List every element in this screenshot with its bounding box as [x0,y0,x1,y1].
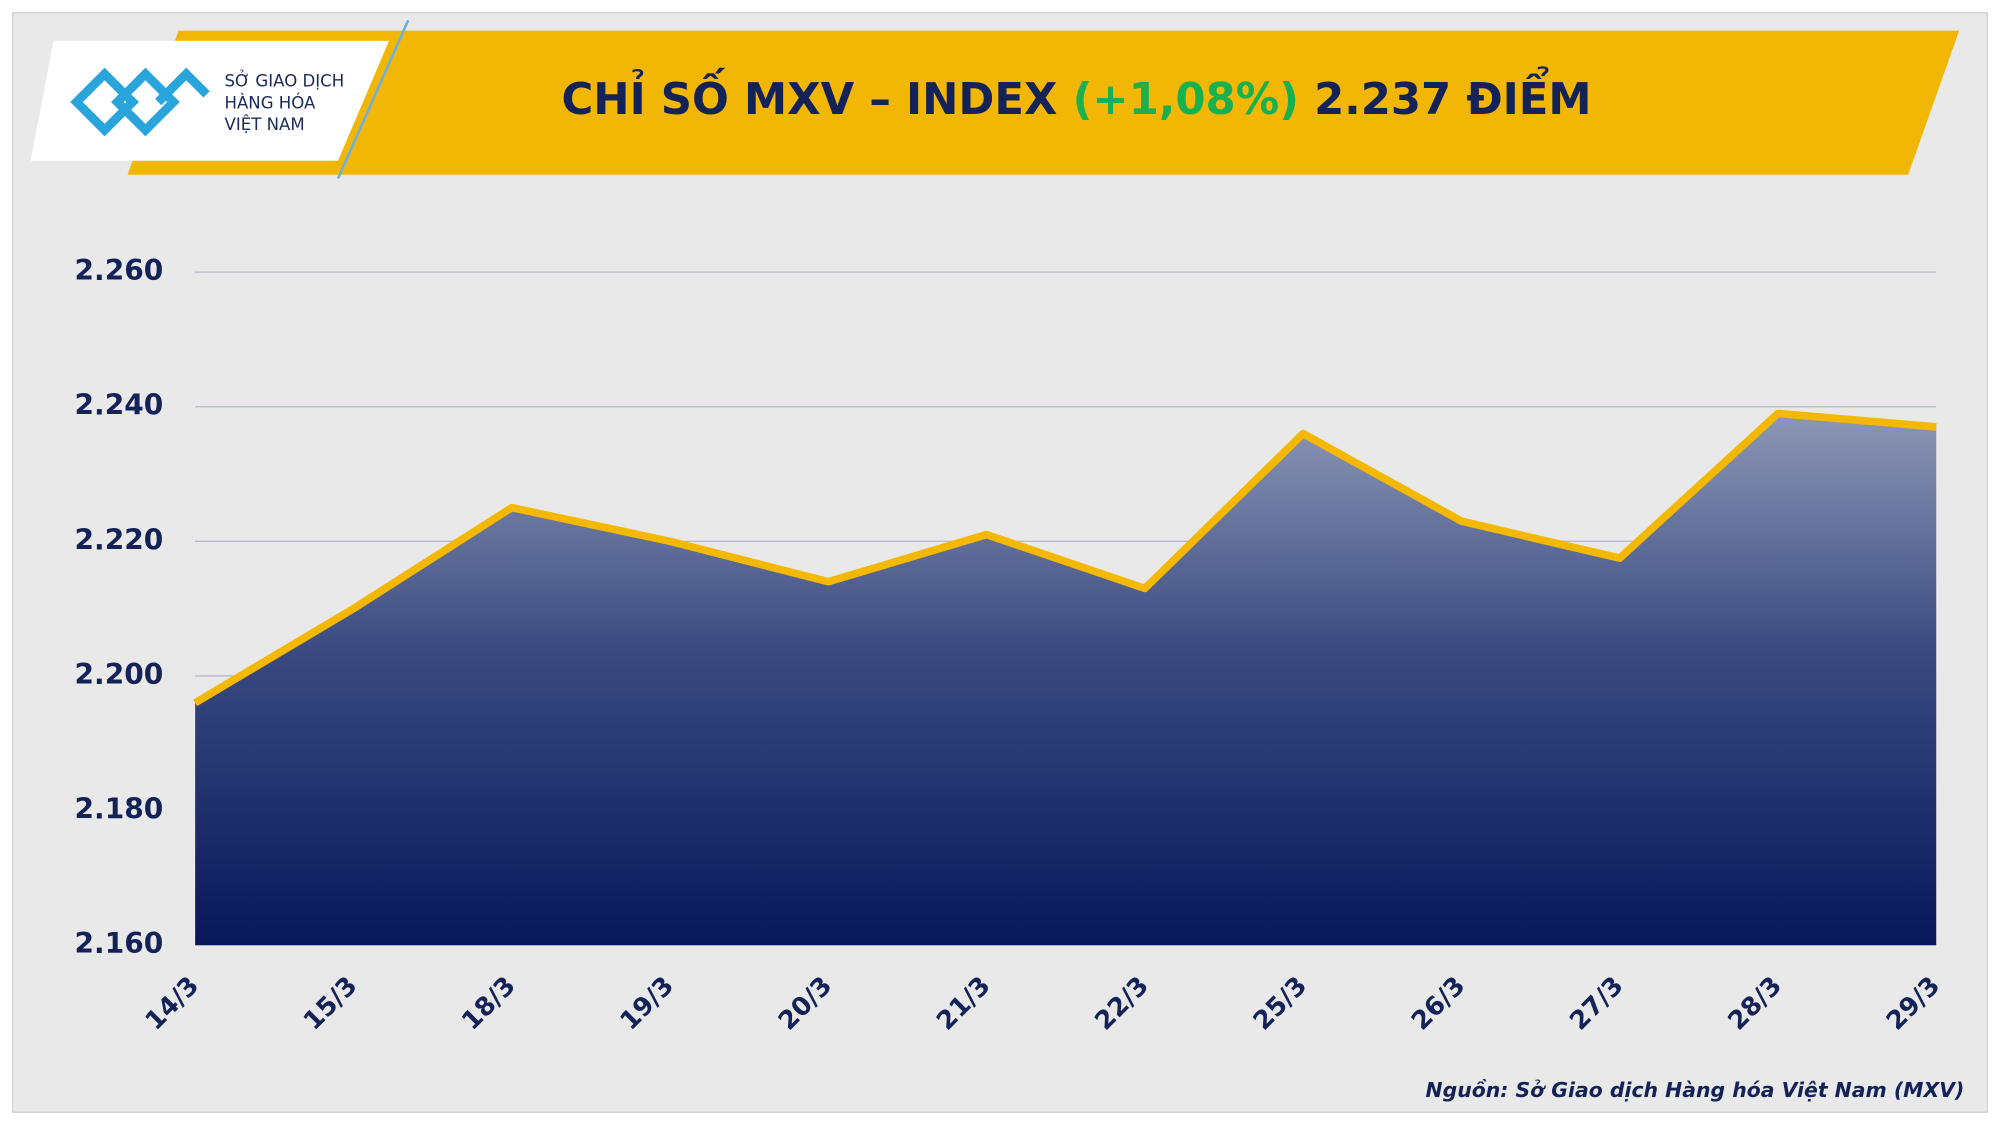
y-tick-label: 2.160 [75,927,164,960]
title-change: (+1,08%) [1073,75,1299,125]
title-banner [127,30,1960,175]
logo-mark [70,67,210,137]
logo-box [30,40,390,161]
logo-text: SỞ GIAO DỊCH [224,71,344,91]
title-value: 2.237 ĐIỂM [1314,67,1591,125]
logo-accent [336,19,410,180]
chart-title: CHỈ SỐ MXV – INDEX (+1,08%) 2.237 ĐIỂM [561,67,1591,125]
area [195,413,1937,946]
y-tick-label: 2.220 [75,523,164,556]
logo-text: VIỆT NAM [224,115,304,134]
y-tick-label: 2.200 [75,658,164,691]
line [193,409,1937,707]
source: Nguồn: Sở Giao dịch Hàng hóa Việt Nam (M… [1426,1078,1965,1102]
logo-text: HÀNG HÓA [224,93,316,112]
y-tick-label: 2.240 [75,389,164,422]
y-tick-label: 2.180 [75,793,164,826]
y-tick-label: 2.260 [75,254,164,287]
title-main: CHỈ SỐ MXV – INDEX [561,68,1057,125]
